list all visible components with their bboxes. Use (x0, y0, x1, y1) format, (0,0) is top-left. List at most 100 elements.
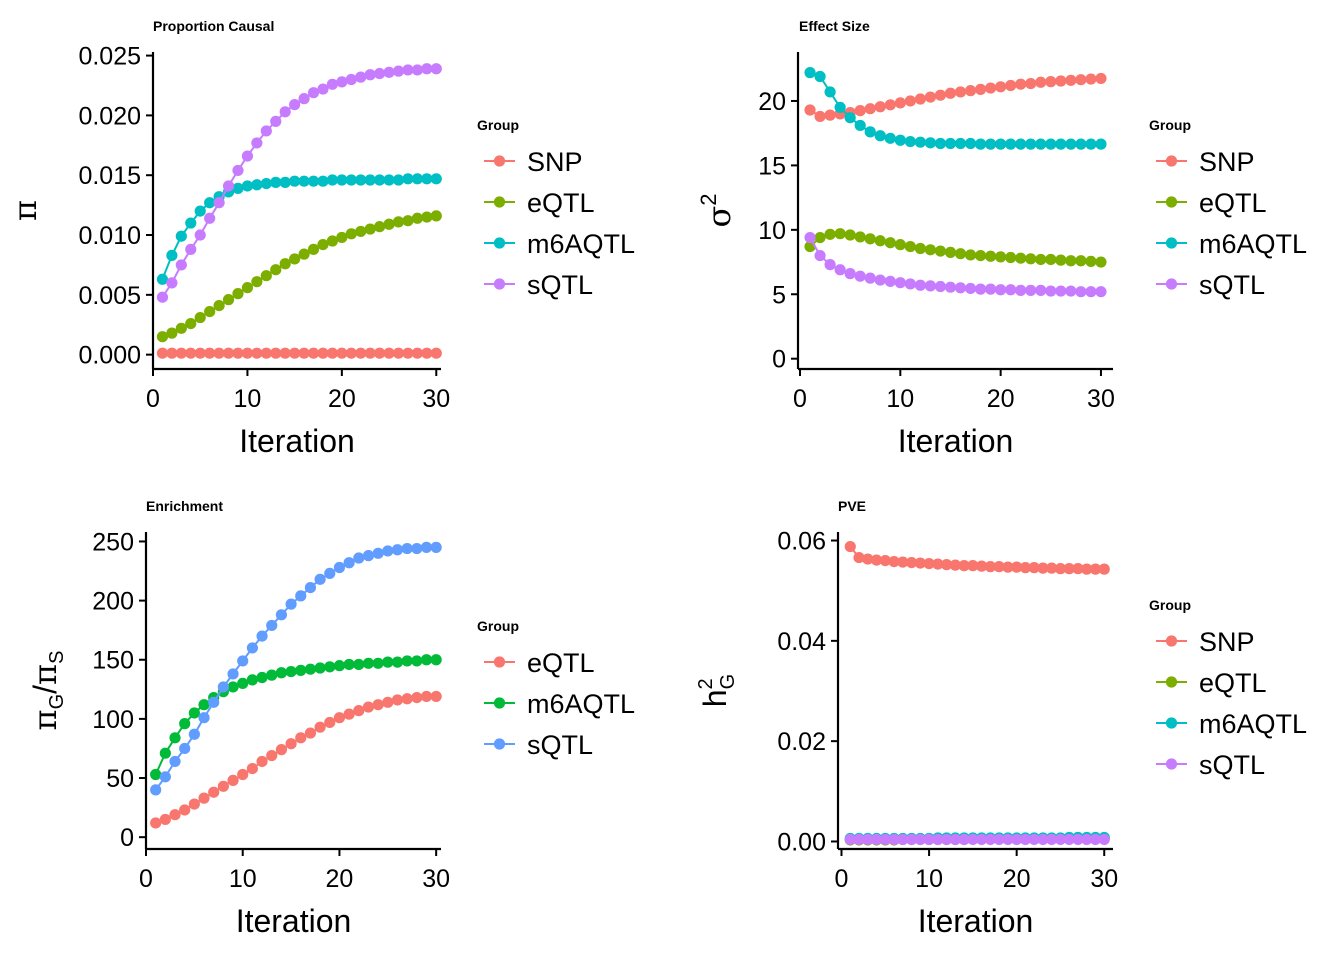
data-point (993, 561, 1005, 573)
data-point (270, 264, 282, 276)
data-point (194, 311, 206, 324)
data-point (862, 553, 874, 565)
data-point (430, 690, 442, 703)
data-point (204, 305, 216, 318)
data-point (430, 173, 442, 185)
data-point (864, 103, 876, 115)
data-point (1035, 253, 1047, 266)
series-SNP (804, 72, 1107, 123)
data-point (984, 833, 996, 846)
data-point (251, 347, 263, 359)
data-point (864, 233, 876, 245)
legend-key-point (493, 155, 506, 167)
data-point (382, 656, 394, 668)
data-point (1046, 833, 1058, 846)
legend-title: Group (477, 618, 519, 634)
data-point (985, 138, 997, 150)
panel-3: PVE 0.00 0.02 0.04 0.06 0 10 20 30 Iteration h2G Gr… (695, 498, 1307, 939)
data-point (894, 134, 906, 146)
data-point (1037, 562, 1049, 574)
data-point (213, 197, 225, 209)
data-point (382, 545, 394, 557)
data-point (251, 276, 263, 288)
data-point (420, 541, 433, 553)
data-point (345, 174, 357, 186)
x-tick-label: 10 (886, 385, 914, 413)
data-point (993, 833, 1005, 846)
data-point (295, 590, 307, 602)
y-tick-label: 0.005 (78, 282, 141, 310)
data-point (430, 347, 442, 359)
data-point (304, 581, 317, 594)
data-point (1075, 74, 1087, 86)
legend-label: eQTL (1199, 668, 1267, 698)
data-point (343, 557, 355, 569)
legend-label: m6AQTL (1199, 229, 1307, 259)
data-point (824, 109, 836, 121)
panel-0: Proportion Causal 0.000 0.005 0.010 0.015 0.0… (6, 18, 635, 459)
data-point (1065, 255, 1077, 267)
data-point (974, 83, 987, 95)
data-point (213, 300, 225, 312)
data-point (870, 554, 883, 566)
data-point (260, 347, 272, 359)
legend-item: eQTL (484, 188, 595, 218)
legend-label: m6AQTL (527, 689, 635, 719)
data-point (1035, 138, 1047, 150)
legend-key-point (1165, 155, 1178, 167)
data-point (932, 558, 944, 570)
data-point (326, 347, 339, 359)
data-point (420, 690, 433, 703)
data-point (194, 229, 206, 241)
series-eQTL (804, 228, 1107, 268)
data-point (985, 82, 997, 94)
panel-title: Effect Size (799, 18, 870, 34)
data-point (411, 347, 423, 359)
y-tick-label: 0 (772, 346, 786, 374)
data-point (374, 347, 386, 359)
data-point (1005, 284, 1017, 296)
data-point (343, 658, 355, 671)
data-point (430, 654, 442, 666)
series-SNP (844, 540, 1110, 575)
data-point (1045, 76, 1057, 88)
x-tick-label: 10 (229, 865, 257, 893)
data-point (1085, 255, 1097, 268)
legend-key-point (1165, 196, 1178, 208)
y-tick-label: 0.06 (777, 528, 826, 556)
data-point (905, 556, 918, 569)
legend-key-point (1165, 676, 1178, 688)
legend-label: SNP (1199, 627, 1255, 657)
x-axis-title: Iteration (898, 423, 1014, 459)
y-tick-label: 0.04 (777, 628, 826, 656)
data-point (1085, 73, 1097, 85)
data-point (814, 70, 826, 83)
data-point (824, 259, 836, 271)
data-point (923, 557, 935, 570)
data-point (222, 347, 235, 359)
data-point (175, 322, 187, 334)
data-point (333, 712, 346, 724)
data-point (256, 630, 268, 642)
legend: Group SNP eQTL m6AQTL sQTL (1149, 597, 1307, 780)
data-point (1002, 833, 1014, 846)
data-point (924, 137, 937, 149)
data-point (324, 661, 336, 673)
data-point (1015, 138, 1027, 150)
data-point (804, 104, 816, 116)
data-point (159, 747, 171, 759)
data-point (411, 64, 423, 76)
y-tick-label: 20 (758, 88, 786, 116)
data-point (279, 106, 291, 118)
data-point (241, 282, 254, 294)
y-tick-label: 0.015 (78, 162, 141, 190)
x-tick-label: 10 (915, 865, 943, 893)
data-point (814, 231, 826, 244)
data-point (401, 542, 413, 555)
panel-title: Enrichment (146, 498, 223, 514)
data-point (232, 164, 244, 177)
data-point (411, 173, 423, 185)
data-point (844, 833, 856, 846)
data-point (1095, 286, 1107, 298)
data-point (156, 331, 169, 343)
